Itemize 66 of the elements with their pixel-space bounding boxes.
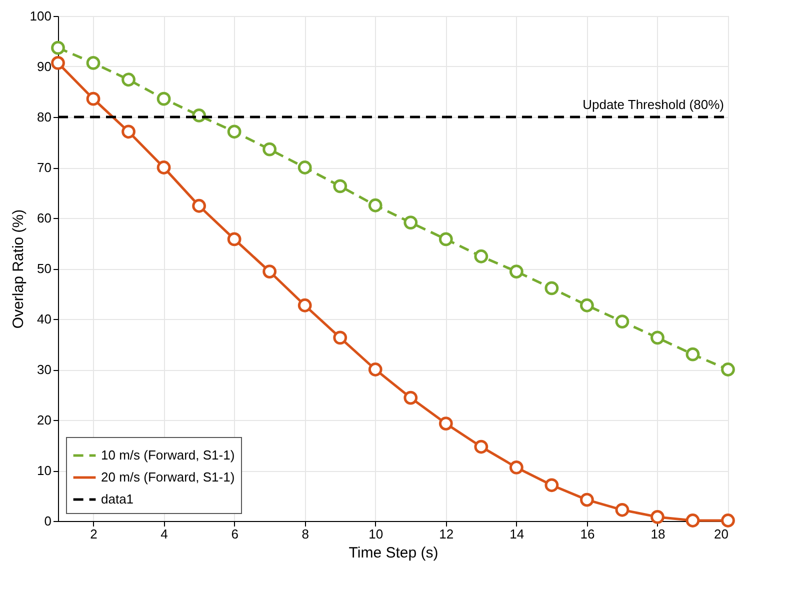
- point: [156, 92, 171, 106]
- point: [509, 264, 524, 278]
- point: [333, 179, 348, 194]
- y-tick-label: 30: [37, 362, 52, 377]
- point: [368, 198, 382, 212]
- point: [474, 249, 488, 264]
- point: [686, 347, 700, 362]
- point: [544, 281, 559, 296]
- x-tick-label: 12: [439, 526, 454, 542]
- point: [298, 160, 312, 174]
- point: [474, 440, 488, 454]
- x-tick-label: 18: [650, 526, 666, 542]
- point: [51, 40, 65, 55]
- x-tick-label: 4: [160, 526, 168, 542]
- point: [51, 56, 65, 70]
- x-tick-label: 20: [714, 526, 728, 542]
- y-tick-label: 10: [37, 463, 52, 478]
- point: [262, 264, 277, 278]
- y-tick-label: 20: [37, 412, 52, 428]
- y-tick-label: 90: [37, 59, 52, 74]
- y-tick-label: 60: [37, 210, 52, 226]
- point: [122, 72, 136, 87]
- point: [650, 510, 664, 524]
- x-axis-title: Time Step (s): [348, 544, 438, 562]
- y-tick-label: 100: [30, 8, 52, 24]
- y-tick-label: 40: [37, 312, 52, 326]
- point: [615, 502, 630, 517]
- point: [615, 314, 630, 328]
- point: [544, 478, 559, 492]
- point: [86, 92, 100, 106]
- x-tick-label: 8: [302, 526, 309, 542]
- y-axis-title: Overlap Ratio (%): [10, 209, 27, 329]
- point: [580, 298, 594, 312]
- x-tick-label: 14: [510, 526, 524, 542]
- point: [227, 124, 242, 139]
- legend-label: 20 m/s (Forward, S1-1): [101, 470, 235, 484]
- y-tick-label: 0: [44, 514, 52, 528]
- y-tick-label: 70: [37, 160, 52, 175]
- y-tick-label: 80: [37, 110, 52, 124]
- point: [227, 232, 242, 246]
- point: [686, 514, 700, 528]
- point: [404, 390, 418, 405]
- point: [721, 362, 735, 376]
- point: [509, 460, 524, 474]
- point: [404, 216, 418, 230]
- y-tick-label: 50: [37, 261, 52, 276]
- point: [298, 298, 312, 312]
- point: [86, 56, 100, 70]
- point: [192, 198, 206, 213]
- annotation: Update Threshold (80%): [582, 97, 724, 112]
- x-tick-label: 2: [90, 526, 98, 542]
- point: [156, 160, 171, 174]
- point: [333, 330, 348, 345]
- x-tick-label: 16: [580, 526, 595, 542]
- point: [580, 492, 594, 507]
- point: [650, 330, 664, 345]
- legend-label: 10 m/s (Forward, S1-1): [101, 448, 235, 462]
- point: [122, 124, 136, 139]
- x-tick-label: 6: [231, 526, 238, 542]
- point: [438, 416, 453, 430]
- legend-label: data1: [101, 492, 134, 506]
- point: [368, 362, 382, 376]
- x-tick-label: 10: [368, 526, 384, 542]
- point: [438, 232, 453, 246]
- point: [721, 514, 735, 528]
- point: [262, 142, 277, 156]
